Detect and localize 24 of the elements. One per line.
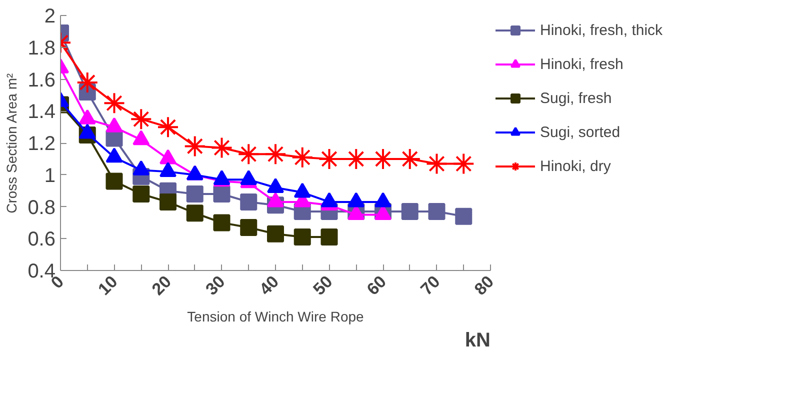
y-tick-label: 1.8: [28, 37, 56, 60]
legend-label: Hinoki, fresh, thick: [540, 22, 663, 38]
text: kN: [464, 330, 491, 352]
y-tick-label: 1.6: [28, 69, 56, 92]
legend-label: Sugi, sorted: [540, 124, 620, 140]
legend-label: Sugi, fresh: [540, 90, 612, 106]
y-tick-label: 1: [44, 164, 56, 187]
x-axis-title: Tension of Winch Wire Rope: [187, 308, 364, 324]
y-tick-label: 0.6: [28, 228, 56, 251]
y-axis-title: Cross Section Area m²: [4, 73, 20, 214]
x-tick-label: 10: [94, 272, 122, 299]
y-tick-label: 1.2: [28, 133, 56, 155]
x-tick-label: 70: [417, 272, 444, 299]
x-tick-label: 30: [202, 272, 229, 299]
x-tick-label: 80: [470, 272, 498, 299]
x-tick-label: 60: [363, 272, 390, 299]
legend-label: Hinoki, fresh: [540, 56, 624, 72]
x-tick-label: 50: [310, 272, 336, 299]
legend-label: Hinoki, dry: [540, 158, 611, 174]
y-tick-label: 0.8: [28, 196, 56, 219]
x-tick-label: 40: [256, 272, 283, 299]
y-tick-label: 2: [44, 6, 56, 28]
x-tick-label: 20: [148, 272, 176, 299]
y-tick-label: 1.4: [28, 101, 56, 124]
